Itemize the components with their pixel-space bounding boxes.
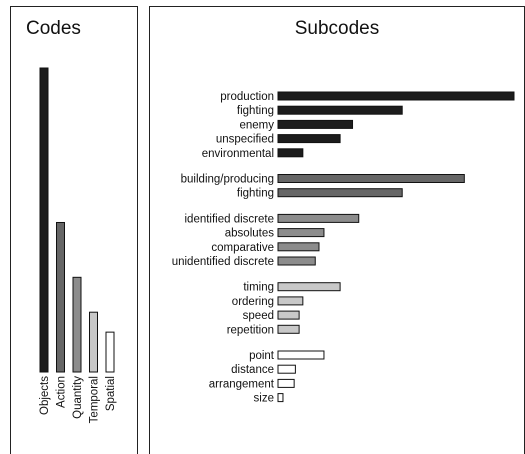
subcodes-title: Subcodes (294, 18, 380, 39)
subcode-bar (277, 148, 304, 158)
subcode-label: point (249, 350, 275, 362)
codes-title: Codes (26, 18, 81, 39)
subcode-bar (277, 242, 320, 252)
subcode-bar (277, 213, 360, 223)
subcode-label: timing (243, 282, 274, 294)
subcode-bar (277, 228, 325, 238)
subcode-label: ordering (232, 296, 274, 308)
code-label-spatial: Spatial (105, 376, 117, 411)
subcode-label: unspecified (216, 134, 274, 146)
code-label-action: Action (56, 376, 68, 408)
subcode-bar (277, 282, 341, 292)
subcode-bar (277, 119, 354, 129)
subcode-label: distance (231, 364, 274, 376)
subcode-label: fighting (237, 188, 274, 200)
subcode-bar (277, 310, 300, 320)
code-label-temporal: Temporal (89, 376, 101, 423)
subcode-label: speed (243, 310, 274, 322)
code-bar-quantity (72, 276, 82, 373)
codes-panel: Codes Objects Action Quantity Temporal Spati… (10, 6, 138, 454)
subcodes-chart: production fighting enemy unspecified enviro… (172, 91, 515, 405)
subcode-label: unidentified discrete (172, 256, 274, 268)
subcode-bar (277, 296, 304, 306)
subcode-label: building/producing (181, 174, 274, 186)
subcode-bar (277, 256, 316, 266)
codes-chart: Objects Action Quantity Temporal Spatial (39, 67, 117, 423)
subcode-label: environmental (202, 148, 274, 160)
subcode-bar (277, 134, 341, 144)
subcode-bar (277, 91, 515, 101)
subcode-bar (277, 378, 295, 388)
code-bar-temporal (89, 311, 98, 373)
subcode-bar (277, 393, 284, 403)
subcode-bar (277, 188, 403, 198)
code-label-objects: Objects (39, 376, 51, 415)
code-bar-objects (39, 67, 49, 373)
subcode-label: comparative (211, 242, 274, 254)
subcode-label: size (254, 393, 274, 405)
subcode-bar (277, 105, 403, 115)
code-bar-spatial (105, 331, 115, 373)
subcode-bar (277, 364, 296, 374)
subcode-bar (277, 350, 325, 360)
subcode-label: repetition (227, 324, 274, 336)
subcode-label: fighting (237, 105, 274, 117)
subcode-label: production (220, 91, 274, 103)
subcode-label: absolutes (225, 228, 274, 240)
subcode-bar (277, 174, 465, 183)
code-bar-action (56, 221, 65, 373)
subcode-label: arrangement (209, 378, 275, 390)
subcodes-panel: Subcodes production fighting enemy unspecif… (149, 6, 525, 454)
subcode-label: identified discrete (185, 213, 275, 225)
subcode-bar (277, 324, 300, 334)
subcode-label: enemy (239, 119, 274, 131)
code-label-quantity: Quantity (72, 376, 84, 419)
